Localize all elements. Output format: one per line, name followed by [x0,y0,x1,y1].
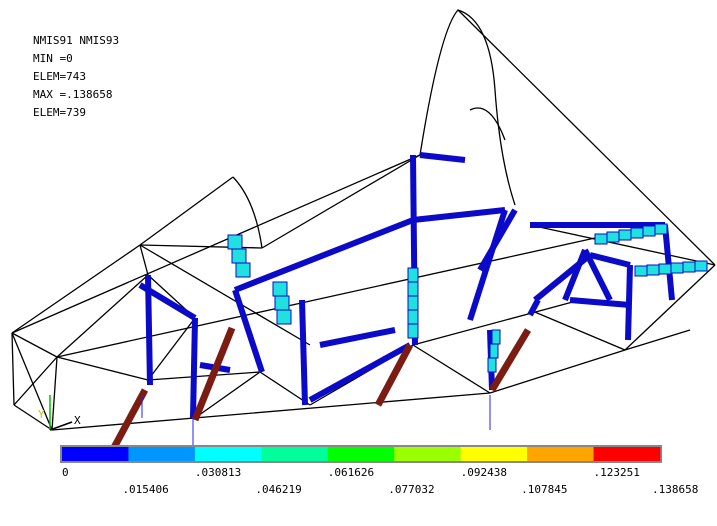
legend: 0 .015406 .030813 .046219 .061626 .077032 .092… [62,447,698,496]
info-line: MIN =0 [33,52,73,65]
triad-y: Y [38,408,45,421]
legend-label: .092438 [461,466,507,479]
legend-band [328,447,395,461]
triad-x: X [74,414,81,427]
legend-band [394,447,461,461]
legend-label: .030813 [195,466,241,479]
legend-band [261,447,328,461]
legend-label: .061626 [328,466,374,479]
legend-band [195,447,262,461]
legend-band [461,447,528,461]
legend-label: 0 [62,466,69,479]
legend-label: .138658 [652,483,698,496]
info-line: ELEM=739 [33,106,86,119]
legend-band [62,447,129,461]
info-line: MAX =.138658 [33,88,112,101]
highlighted-elements [228,224,707,372]
legend-label: .077032 [388,483,434,496]
legend-label: .015406 [122,483,168,496]
legend-band [594,447,661,461]
frame-beams [140,155,672,418]
info-line: ELEM=743 [33,70,86,83]
legend-band [527,447,594,461]
frame-wire [12,10,715,430]
legend-label: .107845 [521,483,567,496]
legend-label: .123251 [594,466,640,479]
legend-band [128,447,195,461]
legend-label: .046219 [255,483,301,496]
info-block: NMIS91 NMIS93 MIN =0 ELEM=743 MAX =.138658 E… [33,34,119,119]
screen: NMIS91 NMIS93 MIN =0 ELEM=743 MAX =.138658 E… [0,0,717,526]
info-line: NMIS91 NMIS93 [33,34,119,47]
